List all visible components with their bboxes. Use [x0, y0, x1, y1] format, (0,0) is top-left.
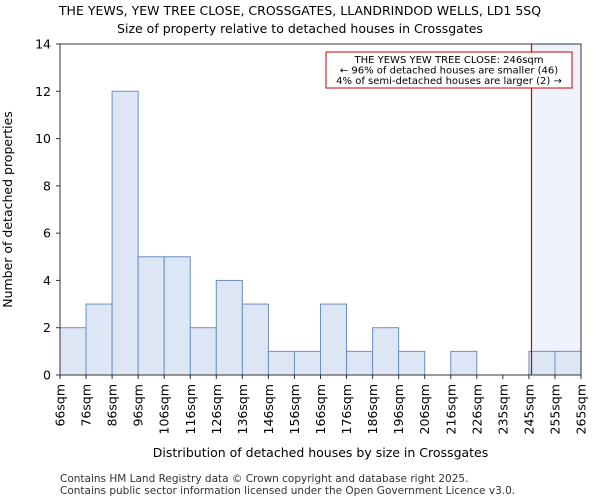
x-tick-label: 226sqm	[469, 384, 484, 434]
bar-76sqm	[86, 304, 112, 375]
bar-156sqm	[294, 351, 320, 375]
y-tick-label: 14	[35, 37, 51, 52]
x-tick-label: 136sqm	[235, 384, 250, 434]
annotation-line-1: THE YEWS YEW TREE CLOSE: 246sqm	[354, 55, 544, 66]
x-tick-label: 235sqm	[495, 384, 510, 434]
y-tick-label: 6	[43, 226, 51, 241]
bar-126sqm	[216, 280, 242, 375]
y-tick-label: 2	[43, 320, 51, 335]
y-tick-label: 8	[43, 178, 51, 193]
y-tick-label: 10	[35, 131, 51, 146]
bar-96sqm	[138, 257, 164, 375]
histogram-chart: 0 2 4 6 8 10 12 14 66sqm 76sqm 86sqm 96sqm 106sqm 11…	[0, 0, 600, 470]
x-tick-label: 216sqm	[443, 384, 458, 434]
y-tick-label: 0	[43, 368, 51, 383]
y-tick-label: 12	[35, 84, 51, 99]
bar-106sqm	[164, 257, 190, 375]
x-tick-label: 86sqm	[105, 384, 120, 427]
x-tick-label: 265sqm	[574, 384, 589, 434]
bar-116sqm	[190, 328, 216, 375]
x-tick-label: 76sqm	[79, 384, 94, 427]
x-tick-label: 176sqm	[339, 384, 354, 434]
x-tick-label: 66sqm	[53, 384, 68, 427]
bar-186sqm	[373, 328, 399, 375]
x-tick-label: 156sqm	[287, 384, 302, 434]
x-tick-label: 255sqm	[547, 384, 562, 434]
y-axis-label: Number of detached properties	[0, 111, 15, 308]
bar-136sqm	[242, 304, 268, 375]
footer-copyright: Contains HM Land Registry data © Crown c…	[60, 473, 468, 485]
x-tick-label: 96sqm	[131, 384, 146, 427]
x-axis-label: Distribution of detached houses by size …	[153, 445, 489, 460]
bar-245sqm	[529, 351, 555, 375]
annotation-line-2: ← 96% of detached houses are smaller (46…	[340, 66, 558, 77]
x-tick-label: 206sqm	[417, 384, 432, 434]
bar-86sqm	[112, 91, 138, 375]
x-tick-label: 186sqm	[365, 384, 380, 434]
bar-196sqm	[399, 351, 425, 375]
x-tick-label: 116sqm	[183, 384, 198, 434]
x-tick-label: 106sqm	[157, 384, 172, 434]
bar-255sqm	[555, 351, 581, 375]
y-tick-label: 4	[43, 273, 51, 288]
x-tick-label: 146sqm	[261, 384, 276, 434]
x-tick-label: 245sqm	[521, 384, 536, 434]
bar-216sqm	[451, 351, 477, 375]
footer-licence: Contains public sector information licen…	[60, 485, 515, 497]
annotation-line-3: 4% of semi-detached houses are larger (2…	[336, 76, 562, 87]
x-tick-label: 166sqm	[313, 384, 328, 434]
bar-176sqm	[347, 351, 373, 375]
highlight-region	[532, 44, 581, 375]
x-tick-label: 126sqm	[209, 384, 224, 434]
bar-66sqm	[60, 328, 86, 375]
bar-146sqm	[268, 351, 294, 375]
bar-166sqm	[321, 304, 347, 375]
x-tick-label: 196sqm	[391, 384, 406, 434]
